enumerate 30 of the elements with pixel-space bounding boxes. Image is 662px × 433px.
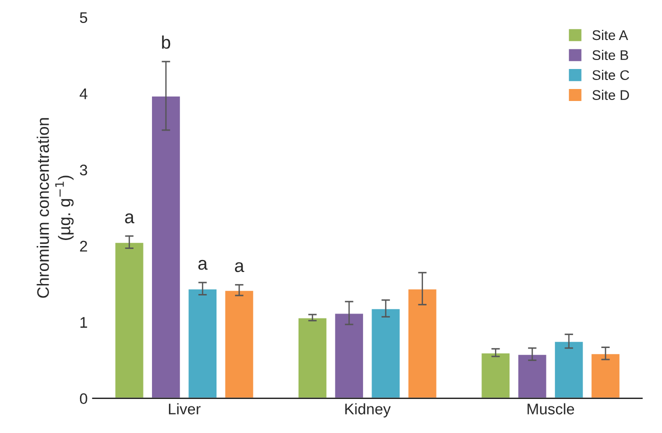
- y-tick-label: 5: [80, 12, 88, 24]
- annotation: a: [125, 213, 134, 224]
- annotation: b: [162, 36, 170, 49]
- bar: [590, 352, 621, 398]
- bar: [150, 95, 182, 398]
- y-tick-label: 0: [80, 393, 88, 404]
- legend-label: Site C: [592, 70, 630, 80]
- y-tick-label: 3: [80, 164, 88, 176]
- y-tick-label: 1: [80, 317, 88, 328]
- bar: [370, 308, 402, 398]
- legend-label: Site D: [592, 90, 629, 100]
- legend-label: Site B: [592, 50, 628, 60]
- y-tick-label: 2: [80, 240, 88, 252]
- bar: [187, 288, 218, 398]
- bar: [224, 289, 255, 398]
- y-axis-title: Chromium concentration (µg. g$^{−1}$): [36, 118, 74, 298]
- bar: [554, 340, 584, 398]
- y-tick-label: 4: [80, 88, 88, 100]
- bar: [114, 241, 145, 398]
- bar: [480, 352, 511, 398]
- bar: [297, 316, 328, 398]
- annotation: a: [198, 260, 208, 270]
- x-tick-label: Muscle: [528, 403, 574, 414]
- x-tick-label: Kidney: [345, 403, 391, 418]
- bar: [407, 288, 438, 398]
- bar: [334, 312, 364, 398]
- annotation: a: [234, 262, 244, 272]
- bar: [516, 353, 548, 398]
- legend-label: Site A: [592, 30, 628, 40]
- x-tick-label: Liver: [168, 403, 201, 414]
